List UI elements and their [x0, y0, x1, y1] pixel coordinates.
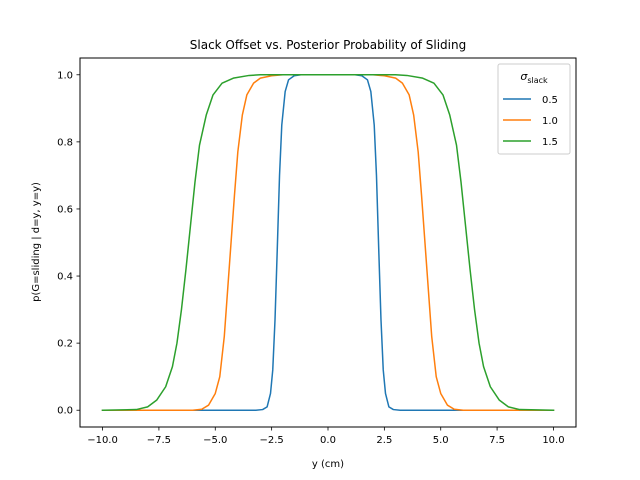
- x-tick-label: 2.5: [376, 435, 392, 446]
- x-tick-label: −10.0: [87, 435, 118, 446]
- chart-title: Slack Offset vs. Posterior Probability o…: [190, 38, 466, 52]
- x-tick-label: −7.5: [147, 435, 171, 446]
- legend: σslack 0.5 1.0 1.5: [497, 63, 571, 155]
- series-line-3: [101, 74, 555, 411]
- legend-title: σslack: [520, 70, 548, 85]
- y-tick-label: 0.8: [57, 137, 73, 148]
- legend-items: 0.5 1.0 1.5: [503, 95, 558, 148]
- y-tick-label: 0.0: [57, 406, 73, 417]
- legend-label-1: 0.5: [542, 95, 558, 106]
- y-tick-label: 0.4: [57, 272, 73, 283]
- legend-label-2: 1.0: [542, 116, 558, 127]
- legend-title-symbol: σ: [520, 70, 528, 83]
- y-axis: 0.0 0.2 0.4 0.6 0.8 1.0: [57, 70, 80, 417]
- y-tick-label: 0.2: [57, 339, 73, 350]
- y-tick-label: 1.0: [57, 70, 73, 81]
- legend-title-subscript: slack: [527, 76, 548, 85]
- y-tick-label: 0.6: [57, 204, 73, 215]
- x-axis-label: y (cm): [312, 459, 344, 470]
- x-axis: −10.0 −7.5 −5.0 −2.5 0.0 2.5 5.0 7.5 10.0: [87, 427, 565, 446]
- x-tick-label: 7.5: [489, 435, 505, 446]
- x-tick-label: 0.0: [320, 435, 336, 446]
- legend-box: [497, 63, 571, 155]
- y-axis-label: p(G=sliding | d=y, y=y): [31, 182, 42, 302]
- x-tick-label: 5.0: [433, 435, 449, 446]
- legend-label-3: 1.5: [542, 137, 558, 148]
- series-layer: [101, 74, 555, 411]
- x-tick-label: −2.5: [259, 435, 283, 446]
- x-tick-label: 10.0: [542, 435, 564, 446]
- x-tick-label: −5.0: [203, 435, 227, 446]
